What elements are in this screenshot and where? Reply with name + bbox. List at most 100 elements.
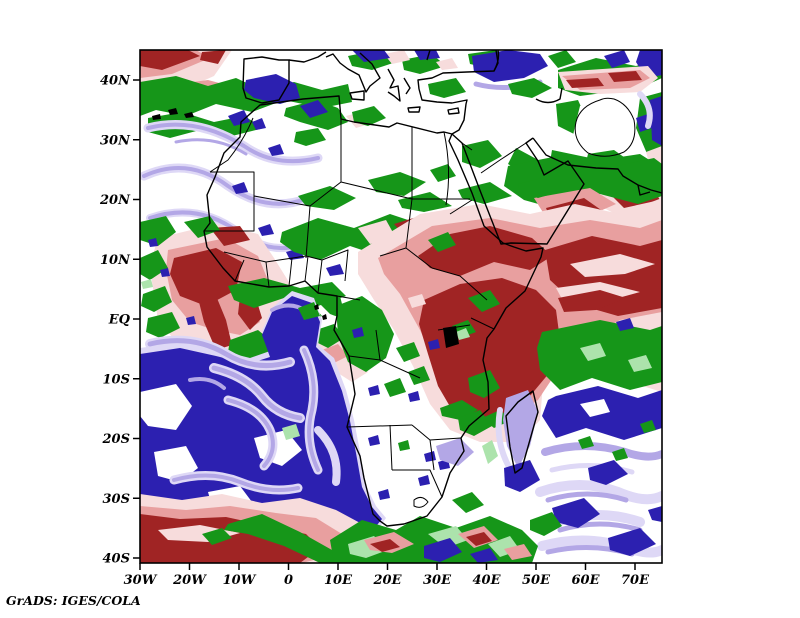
cloud-blob (570, 254, 655, 277)
cloud-blob (608, 528, 656, 556)
y-axis-tick-label: 30S (103, 492, 130, 507)
cloud-blob (616, 318, 634, 331)
cloud-blob (566, 78, 604, 88)
country-border-line (437, 324, 471, 331)
coastline (349, 90, 365, 101)
cloud-blob (322, 344, 348, 363)
cloud-blob (468, 290, 500, 312)
cloud-streak (211, 365, 303, 421)
cloud-blob (140, 216, 176, 246)
country-border-line (223, 251, 323, 263)
cloud-blob (300, 100, 328, 118)
country-border-line (470, 317, 495, 330)
cloud-streak (535, 480, 662, 505)
coastline (426, 50, 431, 61)
cloud-blob (141, 279, 153, 289)
x-axis-tick-label: 0 (284, 573, 293, 588)
cloud-blob (294, 128, 326, 146)
cloud-blob (258, 224, 274, 236)
cloud-blob (398, 440, 410, 451)
country-border-line (389, 424, 393, 471)
cloud-blob (140, 50, 200, 70)
country-border-line (379, 247, 407, 257)
y-axis-tick-label: 10S (103, 372, 130, 387)
cloud-blob (424, 538, 462, 562)
cloud-streak (314, 426, 341, 486)
cloud-blob (202, 528, 232, 545)
cloud-streak (188, 377, 226, 390)
cloud-blob (370, 539, 400, 552)
country-border-line (413, 496, 429, 508)
cloud-blob (530, 512, 562, 536)
cloud-blob (244, 74, 300, 104)
country-border-line (340, 181, 413, 200)
coastline (535, 87, 563, 104)
cloud-blob (436, 58, 458, 70)
cloud-blob (472, 50, 548, 82)
cloud-blob (184, 216, 220, 238)
cloud-blob (572, 99, 637, 160)
y-axis-tick-label: 40N (100, 74, 131, 89)
cloud-blob (352, 327, 364, 338)
cloud-blob (140, 384, 192, 430)
cloud-blob (430, 164, 456, 182)
cloud-blob (418, 475, 430, 486)
y-axis-tick-label: 30N (100, 133, 131, 148)
country-border-line (234, 259, 245, 282)
cloud-blob (578, 436, 594, 449)
y-axis-tick-label: 20N (99, 193, 131, 208)
cloud-streak (549, 463, 635, 475)
x-axis-tick-label: 30W (124, 573, 158, 588)
cloud-blob (282, 424, 300, 440)
cloud-blob (152, 114, 161, 120)
cloud-blob (548, 50, 576, 68)
cloud-blob (640, 420, 656, 433)
country-border-line (392, 469, 443, 498)
country-border-line (574, 97, 636, 157)
country-border-line (336, 295, 361, 301)
country-border-line (461, 142, 473, 151)
country-border-line (209, 117, 254, 173)
cloud-blob (414, 50, 440, 60)
cloud-blob (428, 526, 468, 548)
cloud-blob (504, 544, 532, 560)
coastline (505, 390, 539, 474)
cloud-blob (648, 506, 662, 522)
cloud-blob (458, 182, 512, 204)
x-axis-tick-label: 40E (473, 573, 502, 588)
coastline (407, 106, 421, 113)
country-border-line (375, 329, 381, 361)
cloud-streak (172, 473, 300, 492)
y-axis-tick-label: EQ (108, 313, 131, 328)
coastline (387, 68, 401, 102)
cloud-blob (588, 460, 628, 485)
x-axis-tick-label: 10W (223, 573, 257, 588)
coastline (451, 133, 585, 245)
cloud-blob (558, 290, 626, 312)
y-axis-tick-label: 10N (100, 253, 131, 268)
cloud-blob (518, 176, 566, 198)
cloud-blob (419, 278, 560, 422)
country-border-line (480, 142, 527, 174)
country-border-line (210, 171, 255, 196)
cloud-blob (580, 399, 610, 417)
coastline (637, 184, 651, 196)
cloud-blob (314, 304, 319, 310)
cloud-blob (443, 326, 459, 348)
cloud-streak (142, 166, 310, 206)
cloud-blob (470, 548, 498, 563)
cloud-blob (326, 264, 344, 276)
coastline (493, 50, 500, 72)
cloud-blob (186, 316, 196, 325)
country-border-line (305, 205, 311, 259)
cloud-blob (196, 286, 232, 350)
country-border-line (443, 131, 450, 206)
country-borders-layer (204, 97, 636, 508)
cloud-blob (508, 78, 552, 98)
cloud-blob (428, 78, 466, 98)
cloud-blob (462, 140, 502, 168)
coastline (242, 56, 290, 104)
cloud-blob (352, 106, 386, 126)
cloud-blob (604, 50, 630, 68)
cloud-blob (168, 108, 178, 115)
